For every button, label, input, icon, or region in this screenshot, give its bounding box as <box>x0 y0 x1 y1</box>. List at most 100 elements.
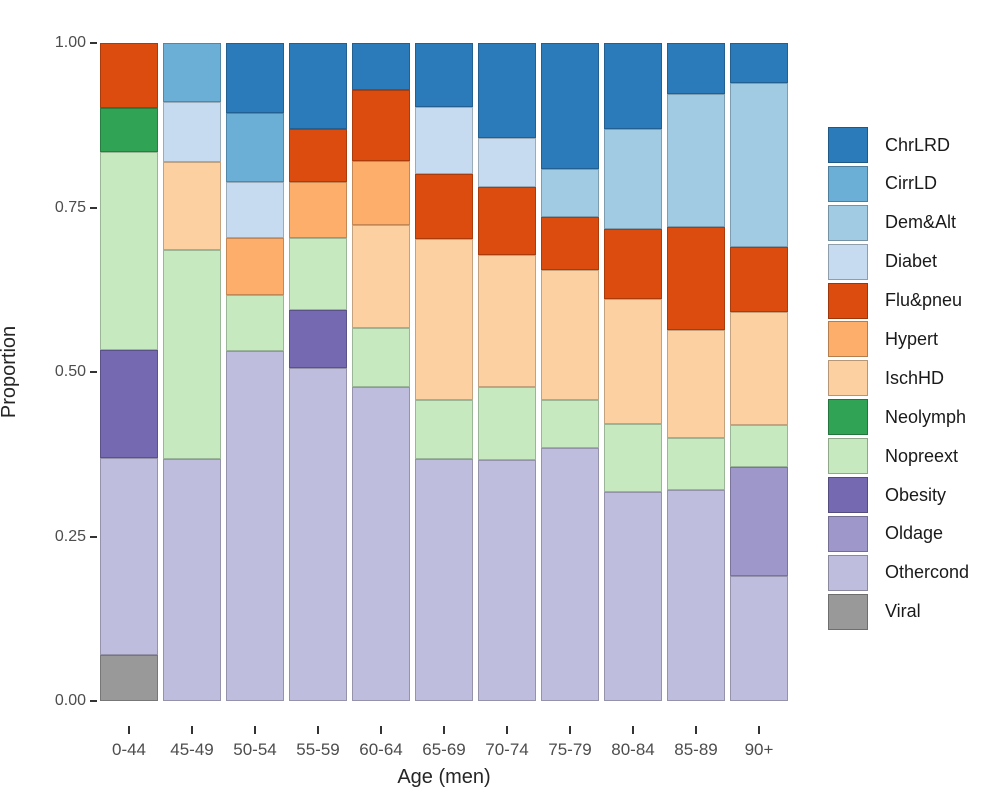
segment-Obesity-55-59 <box>289 310 347 368</box>
segment-Othercond-90+ <box>730 575 788 701</box>
segment-Neolymph-0-44 <box>100 108 158 153</box>
legend: ChrLRD CirrLD Dem&Alt Diabet Flu&pneu Hypert I… <box>828 127 969 630</box>
segment-Flu&pneu-85-89 <box>667 227 725 330</box>
segment-Othercond-65-69 <box>415 458 473 701</box>
segment-Othercond-80-84 <box>604 491 662 701</box>
segment-ChrLRD-90+ <box>730 43 788 84</box>
segment-ChrLRD-75-79 <box>541 43 599 169</box>
plot-area <box>100 43 788 701</box>
segment-IschHD-70-74 <box>478 254 536 388</box>
segment-Nopreext-70-74 <box>478 387 536 461</box>
legend-item-Viral: Viral <box>828 593 969 630</box>
x-tick-label-90+: 90+ <box>744 740 774 759</box>
segment-Dem&Alt-85-89 <box>667 94 725 228</box>
legend-item-ChrLRD: ChrLRD <box>828 127 969 163</box>
legend-item-Othercond: Othercond <box>828 554 969 591</box>
bar-80-84 <box>604 43 662 701</box>
legend-item-Nopreext: Nopreext <box>828 438 969 475</box>
legend-label-Oldage: Oldage <box>885 523 944 544</box>
segment-ChrLRD-50-54 <box>226 43 284 113</box>
segment-ChrLRD-70-74 <box>478 43 536 139</box>
legend-swatch-Neolymph <box>828 399 868 436</box>
y-tick-label: 0.75 <box>54 198 86 216</box>
y-tick-mark <box>90 42 97 44</box>
segment-ChrLRD-80-84 <box>604 43 662 130</box>
segment-Othercond-70-74 <box>478 460 536 701</box>
x-tick-mark <box>317 726 319 734</box>
legend-label-Obesity: Obesity <box>885 484 947 505</box>
segment-Flu&pneu-90+ <box>730 246 788 313</box>
legend-label-IschHD: IschHD <box>885 367 945 388</box>
legend-swatch-ChrLRD <box>828 127 868 163</box>
x-tick-label-55-59: 55-59 <box>296 740 340 759</box>
bar-55-59 <box>289 43 347 701</box>
legend-item-Dem&Alt: Dem&Alt <box>828 204 969 241</box>
y-tick-label: 0.50 <box>54 363 86 380</box>
y-tick-label: 0.00 <box>54 692 86 709</box>
segment-Hypert-60-64 <box>352 161 410 226</box>
bar-90+ <box>730 43 788 701</box>
segment-IschHD-45-49 <box>163 162 221 251</box>
segment-Othercond-0-44 <box>100 458 158 655</box>
x-tick-mark <box>632 726 634 734</box>
x-tick-mark <box>128 726 130 734</box>
segment-Dem&Alt-80-84 <box>604 129 662 230</box>
y-tick-mark <box>90 700 97 702</box>
segment-Nopreext-80-84 <box>604 423 662 492</box>
legend-item-Oldage: Oldage <box>828 515 969 552</box>
legend-swatch-CirrLD <box>828 165 868 202</box>
segment-Flu&pneu-70-74 <box>478 187 536 255</box>
legend-item-Hypert: Hypert <box>828 321 969 358</box>
segment-Hypert-50-54 <box>226 237 284 295</box>
segment-Hypert-55-59 <box>289 181 347 238</box>
legend-swatch-Diabet <box>828 243 868 280</box>
legend-label-CirrLD: CirrLD <box>885 173 937 194</box>
segment-CirrLD-45-49 <box>163 43 221 103</box>
segment-Othercond-75-79 <box>541 448 599 701</box>
legend-swatch-Viral <box>828 593 868 630</box>
segment-IschHD-80-84 <box>604 298 662 424</box>
segment-Nopreext-65-69 <box>415 400 473 459</box>
x-axis-title: Age (men) <box>397 766 491 788</box>
legend-label-Flu&pneu: Flu&pneu <box>885 290 963 311</box>
segment-Flu&pneu-55-59 <box>289 129 347 182</box>
y-tick-mark <box>90 535 97 538</box>
x-tick-label-45-49: 45-49 <box>170 740 214 759</box>
segment-Flu&pneu-60-64 <box>352 89 410 162</box>
segment-Diabet-50-54 <box>226 181 284 238</box>
segment-Nopreext-60-64 <box>352 327 410 388</box>
bar-85-89 <box>667 43 725 701</box>
x-tick-mark <box>380 726 382 734</box>
segment-Othercond-55-59 <box>289 368 347 701</box>
bar-70-74 <box>478 43 536 701</box>
legend-label-Nopreext: Nopreext <box>885 445 959 466</box>
bar-65-69 <box>415 43 473 701</box>
x-tick-label-65-69: 65-69 <box>422 740 466 759</box>
x-tick-label-70-74: 70-74 <box>485 740 529 759</box>
segment-IschHD-60-64 <box>352 225 410 328</box>
segment-Nopreext-45-49 <box>163 250 221 459</box>
segment-Flu&pneu-80-84 <box>604 229 662 299</box>
legend-swatch-Nopreext <box>828 438 868 475</box>
legend-swatch-IschHD <box>828 360 868 397</box>
legend-item-Diabet: Diabet <box>828 243 969 280</box>
segment-Viral-0-44 <box>100 654 158 701</box>
legend-swatch-Oldage <box>828 515 868 552</box>
legend-label-Hypert: Hypert <box>885 328 939 349</box>
segment-Flu&pneu-75-79 <box>541 216 599 270</box>
segment-Nopreext-75-79 <box>541 399 599 449</box>
segment-CirrLD-50-54 <box>226 112 284 182</box>
legend-label-ChrLRD: ChrLRD <box>885 134 951 155</box>
x-tick-label-60-64: 60-64 <box>359 740 403 759</box>
segment-Diabet-45-49 <box>163 102 221 163</box>
x-tick-label-80-84: 80-84 <box>611 740 655 759</box>
segment-ChrLRD-55-59 <box>289 43 347 130</box>
legend-swatch-Flu&pneu <box>828 282 868 319</box>
y-tick-label: 1.00 <box>54 34 86 51</box>
segment-Othercond-85-89 <box>667 490 725 701</box>
legend-item-CirrLD: CirrLD <box>828 165 969 202</box>
segment-Othercond-60-64 <box>352 387 410 701</box>
legend-item-Obesity: Obesity <box>828 477 969 514</box>
legend-label-Neolymph: Neolymph <box>885 406 967 427</box>
